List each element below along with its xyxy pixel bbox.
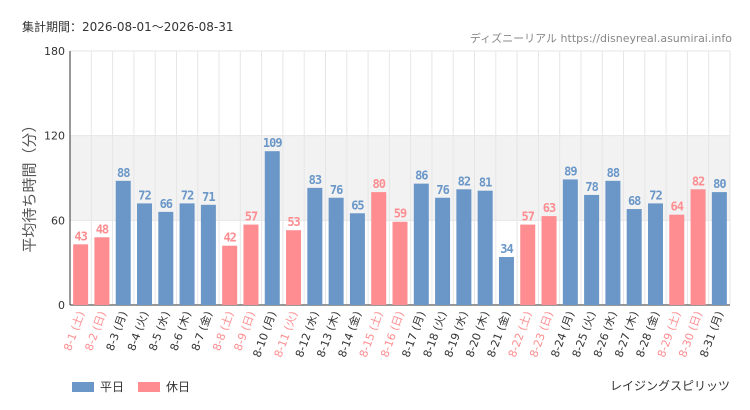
period-label: 集計期間：2026-08-01～2026-08-31 [22, 20, 234, 34]
bar [498, 257, 514, 305]
bar [669, 214, 685, 305]
bar [711, 192, 727, 305]
bar-value-label: 82 [458, 174, 471, 188]
legend-swatch-holiday [138, 381, 161, 392]
bar [115, 180, 131, 305]
bar [222, 245, 238, 305]
bar-value-label: 76 [330, 183, 343, 197]
bar-value-label: 64 [671, 200, 684, 214]
bar-value-label: 68 [628, 194, 641, 208]
bar-value-label: 81 [479, 176, 492, 190]
legend-label-weekday: 平日 [100, 380, 125, 394]
bar-value-label: 109 [263, 136, 282, 150]
bar-value-label: 72 [181, 188, 194, 202]
legend-item-holiday: 休日 [138, 378, 190, 395]
bar [137, 203, 153, 305]
bar-value-label: 57 [245, 210, 258, 224]
bar [307, 187, 323, 305]
y-tick-label: 60 [51, 214, 65, 227]
bar [477, 190, 493, 305]
bar-value-label: 59 [394, 207, 407, 221]
attraction-name: レイジングスピリッツ [609, 379, 730, 393]
bar-value-label: 65 [351, 198, 364, 212]
bar [690, 189, 706, 305]
bar [456, 189, 472, 305]
bar [435, 197, 451, 305]
bar-value-label: 34 [500, 242, 513, 256]
bar-value-label: 43 [74, 229, 87, 243]
bar-value-label: 82 [692, 174, 705, 188]
y-tick-label: 120 [44, 130, 65, 143]
bar-value-label: 80 [713, 177, 726, 191]
legend-label-holiday: 休日 [166, 380, 191, 394]
bar-value-label: 72 [138, 188, 151, 202]
bar [626, 209, 642, 305]
bar-value-label: 57 [522, 210, 535, 224]
bar [647, 203, 663, 305]
y-tick-label: 180 [44, 45, 65, 58]
legend-item-weekday: 平日 [72, 378, 124, 395]
bar [328, 197, 344, 305]
bar [605, 180, 621, 305]
bar [392, 221, 408, 305]
bar [413, 183, 429, 305]
bar-value-label: 63 [543, 201, 556, 215]
bar [286, 230, 302, 305]
bar [179, 203, 195, 305]
bar-value-label: 88 [607, 166, 620, 180]
bar-value-label: 88 [117, 166, 130, 180]
bar-value-label: 71 [202, 190, 215, 204]
bar-value-label: 42 [223, 231, 236, 245]
bar-value-label: 66 [160, 197, 173, 211]
bar [158, 211, 174, 305]
bar [243, 224, 259, 305]
bar-value-label: 76 [436, 183, 449, 197]
bar-value-label: 78 [585, 180, 598, 194]
bar [94, 237, 110, 305]
bar-value-label: 89 [564, 164, 577, 178]
bar-value-label: 72 [649, 188, 662, 202]
bar [520, 224, 536, 305]
bar [584, 194, 600, 305]
bar [200, 204, 216, 305]
site-credit: ディズニーリアル https://disneyreal.asumirai.inf… [469, 32, 732, 45]
bar-value-label: 53 [287, 215, 300, 229]
legend-swatch-weekday [72, 381, 94, 392]
bar [264, 151, 280, 305]
bar [371, 192, 387, 305]
bar-value-label: 83 [309, 173, 322, 187]
bar-value-label: 86 [415, 169, 428, 183]
legend: 平日 休日 [72, 378, 204, 395]
bar [541, 216, 557, 305]
bar [562, 179, 578, 305]
bar [73, 244, 89, 305]
bar-value-label: 80 [372, 177, 385, 191]
bar-value-label: 48 [96, 222, 109, 236]
bar [349, 213, 365, 305]
y-tick-label: 0 [58, 299, 65, 312]
